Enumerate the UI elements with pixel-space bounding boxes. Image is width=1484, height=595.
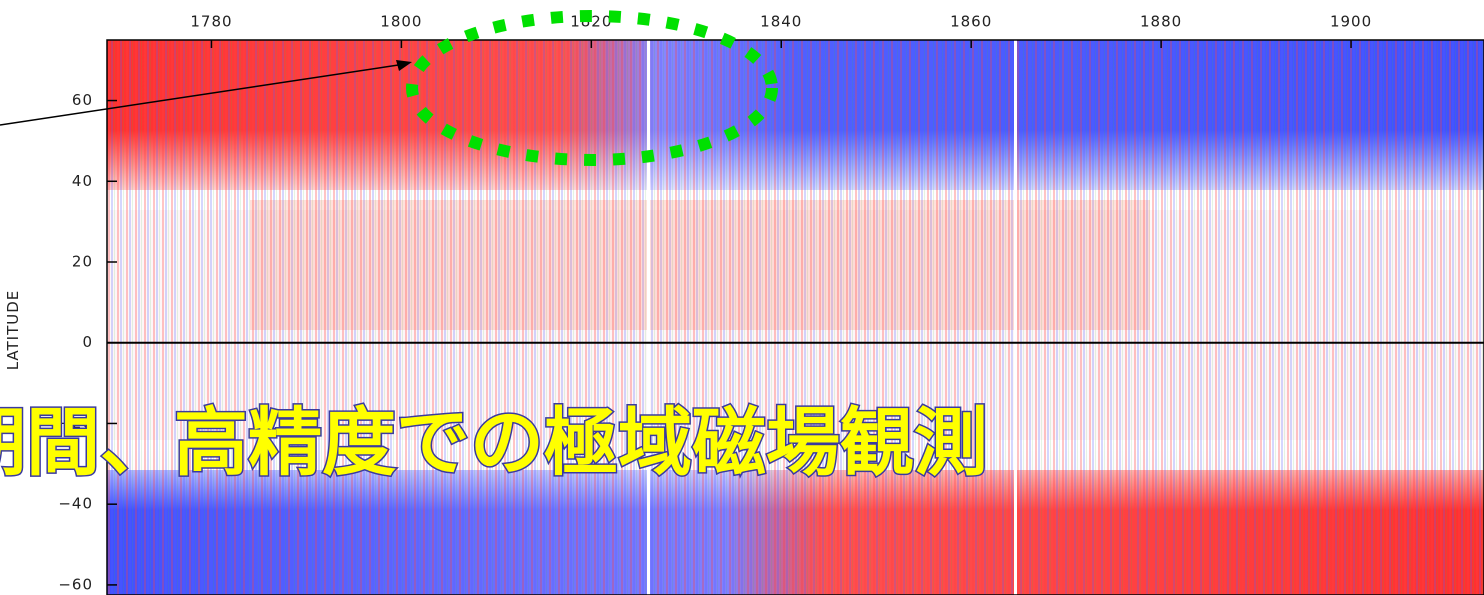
y-tick-label: 0 [82,333,93,351]
y-tick-label: 60 [72,91,93,109]
x-tick-label: 1880 [1140,13,1182,31]
y-tick-label: 40 [72,172,93,190]
y-tick-label: −60 [58,575,93,593]
annotation: 期間、高精度での極域磁場観測 [0,400,988,486]
x-tick-label: 1840 [760,13,802,31]
x-tick-label: 1860 [950,13,992,31]
y-tick-label: −40 [58,495,93,513]
y-tick-label: 20 [72,253,93,271]
chart: 17801800182018401860188019006040200−20−4… [0,0,1484,595]
x-tick-label: 1900 [1330,13,1372,31]
x-tick-label: 1800 [380,13,422,31]
heatmap-background [107,40,1484,595]
x-tick-label: 1780 [190,13,232,31]
y-axis-label: LATITUDE [4,290,22,371]
